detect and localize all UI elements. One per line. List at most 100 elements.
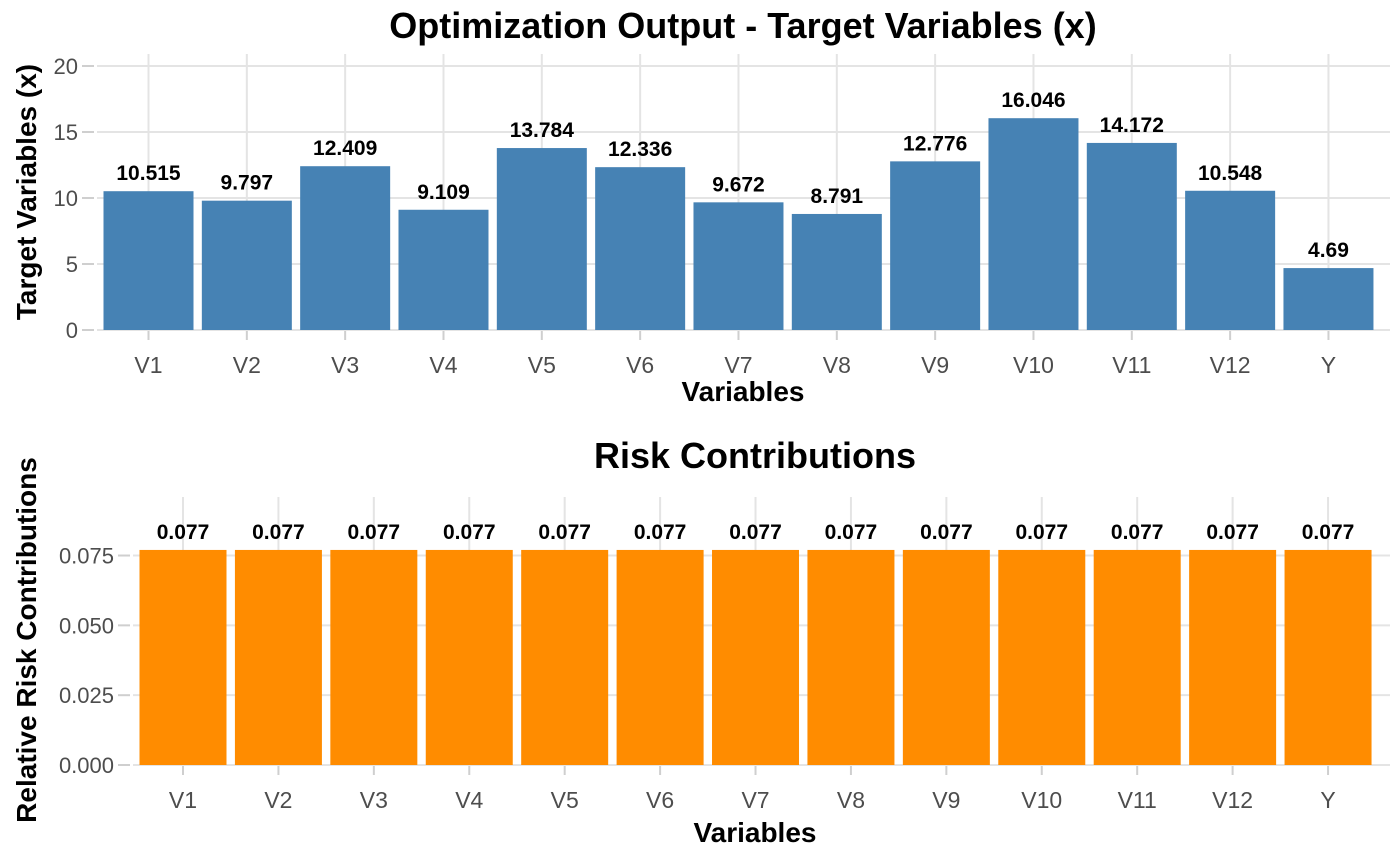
svg-text:Y: Y [1321, 352, 1336, 378]
bar-V3 [330, 549, 418, 765]
x-tick-labels: V1 V2 V3 V4 V5 V6 V7 V8 V9 V10 V11 V12 Y [169, 787, 1336, 813]
svg-text:0.077: 0.077 [1206, 521, 1259, 544]
svg-text:V2: V2 [233, 352, 261, 378]
svg-text:10.515: 10.515 [116, 162, 181, 185]
bar-V4 [398, 209, 489, 330]
bar-V10 [988, 118, 1079, 330]
bar-V7 [712, 549, 800, 765]
svg-text:0.050: 0.050 [59, 613, 114, 638]
svg-text:0: 0 [66, 318, 78, 343]
svg-text:0.077: 0.077 [1111, 521, 1164, 544]
bar-Y [1283, 268, 1374, 330]
svg-text:0.077: 0.077 [538, 521, 591, 544]
top-chart-x-axis-title: Variables [681, 376, 805, 407]
svg-text:0.077: 0.077 [252, 521, 305, 544]
svg-text:0.077: 0.077 [920, 521, 973, 544]
svg-text:10.548: 10.548 [1198, 162, 1263, 185]
svg-text:V7: V7 [741, 787, 769, 813]
svg-text:9.109: 9.109 [417, 181, 470, 204]
y-tick-labels: 0 5 10 15 20 [54, 54, 78, 343]
svg-text:V1: V1 [134, 352, 162, 378]
bar-V11 [1086, 142, 1177, 330]
tick-marks [82, 65, 1330, 340]
bar-V2 [201, 200, 292, 330]
svg-text:V3: V3 [331, 352, 359, 378]
bar-V10 [998, 549, 1086, 765]
bar-V12 [1189, 549, 1277, 765]
svg-text:0.077: 0.077 [825, 521, 878, 544]
y-tick-labels: 0.000 0.025 0.050 0.075 [59, 544, 114, 778]
top-chart-y-axis-title: Target Variables (x) [11, 63, 42, 321]
svg-text:V8: V8 [837, 787, 865, 813]
svg-text:V5: V5 [551, 787, 579, 813]
svg-text:V3: V3 [360, 787, 388, 813]
bar-V7 [693, 202, 784, 330]
svg-text:V5: V5 [528, 352, 556, 378]
svg-text:0.077: 0.077 [634, 521, 687, 544]
bar-value-labels: 0.077 0.077 0.077 0.077 0.077 0.077 0.077 0.077… [157, 521, 1355, 544]
bar-V8 [791, 213, 882, 330]
bar-V5 [521, 549, 609, 765]
svg-text:V8: V8 [823, 352, 851, 378]
svg-text:0.075: 0.075 [59, 544, 114, 569]
svg-text:V10: V10 [1013, 352, 1054, 378]
svg-text:V9: V9 [932, 787, 960, 813]
bar-V4 [425, 549, 513, 765]
svg-text:V12: V12 [1212, 787, 1253, 813]
svg-text:Y: Y [1320, 787, 1335, 813]
bar-V6 [595, 167, 686, 330]
svg-text:0.077: 0.077 [443, 521, 496, 544]
top-chart-title: Optimization Output - Target Variables (… [389, 5, 1097, 46]
svg-text:12.776: 12.776 [903, 132, 967, 155]
bar-V12 [1185, 190, 1276, 330]
svg-text:V11: V11 [1118, 787, 1157, 813]
svg-text:0.000: 0.000 [59, 753, 114, 778]
svg-text:14.172: 14.172 [1100, 114, 1164, 137]
bar-V9 [902, 549, 990, 765]
bar-Y [1284, 549, 1372, 765]
bars-group [139, 549, 1372, 765]
bar-V2 [234, 549, 322, 765]
svg-text:V11: V11 [1112, 352, 1151, 378]
svg-text:12.336: 12.336 [608, 138, 672, 161]
svg-text:0.077: 0.077 [729, 521, 782, 544]
svg-text:V6: V6 [646, 787, 674, 813]
svg-text:V6: V6 [626, 352, 654, 378]
svg-text:10: 10 [54, 186, 78, 211]
svg-text:V12: V12 [1210, 352, 1251, 378]
bottom-chart-title: Risk Contributions [594, 435, 916, 476]
tick-marks [118, 554, 1330, 775]
x-tick-labels: V1 V2 V3 V4 V5 V6 V7 V8 V9 V10 V11 V12 Y [134, 352, 1336, 378]
bottom-chart-y-axis-title: Relative Risk Contributions [11, 457, 42, 823]
svg-text:0.025: 0.025 [59, 683, 114, 708]
bar-V3 [300, 166, 391, 330]
svg-text:20: 20 [54, 54, 78, 79]
svg-text:V7: V7 [724, 352, 752, 378]
svg-text:9.672: 9.672 [712, 173, 765, 196]
svg-text:4.69: 4.69 [1308, 239, 1349, 262]
svg-text:0.077: 0.077 [1015, 521, 1068, 544]
bar-V9 [890, 161, 981, 330]
bar-value-labels: 10.515 9.797 12.409 9.109 13.784 12.336 9.672 8… [116, 89, 1349, 262]
bar-V8 [807, 549, 895, 765]
svg-text:V10: V10 [1021, 787, 1062, 813]
svg-text:15: 15 [54, 120, 78, 145]
svg-text:0.077: 0.077 [157, 521, 210, 544]
bottom-chart-x-axis-title: Variables [693, 817, 817, 848]
svg-text:8.791: 8.791 [811, 185, 864, 208]
svg-text:V9: V9 [921, 352, 949, 378]
svg-text:13.784: 13.784 [510, 119, 575, 142]
bar-V5 [496, 148, 587, 330]
svg-text:5: 5 [66, 252, 78, 277]
svg-text:0.077: 0.077 [348, 521, 401, 544]
svg-text:12.409: 12.409 [313, 137, 377, 160]
svg-text:V1: V1 [169, 787, 197, 813]
bar-V1 [103, 191, 194, 330]
svg-text:V4: V4 [455, 787, 483, 813]
bar-V6 [616, 549, 704, 765]
